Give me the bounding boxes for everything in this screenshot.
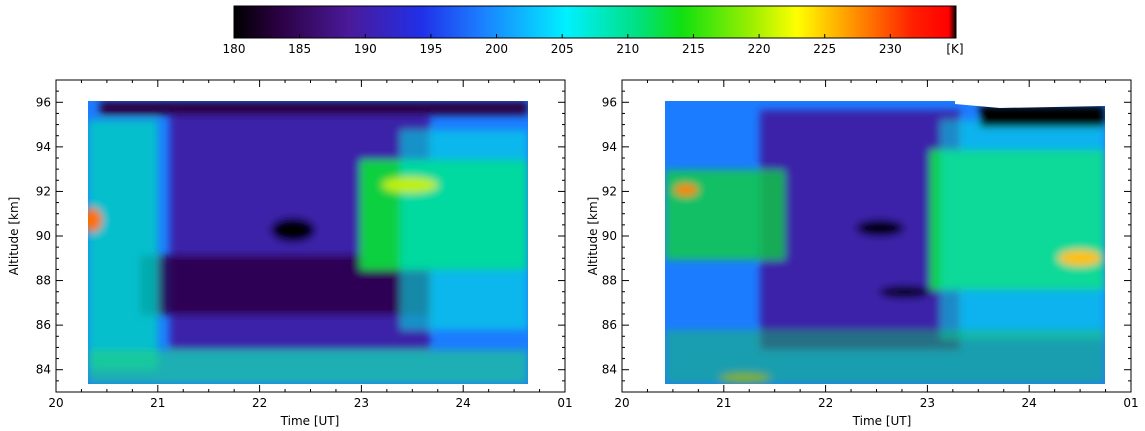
colorbar-tick-label: 215 [682,42,705,56]
region-yellow-left [382,177,438,193]
x-tick-label: 21 [150,396,165,410]
x-tick-label: 20 [48,396,63,410]
region-cyan-band-right [940,120,1105,340]
colorbar-tick-label: 210 [616,42,639,56]
x-axis-label-left: Time [UT] [280,414,340,428]
region-warm-spot-right [674,184,698,196]
colorbar-ticks: 180 185 190 195 200 205 210 215 220 225 230 [223,34,902,56]
y-axis-label-left: Altitude [km] [7,197,21,276]
x-tick-label: 22 [252,396,267,410]
colorbar: 180 185 190 195 200 205 210 215 220 225 230 [K] [223,5,964,56]
panel-left: 20 21 22 23 24 01 84 86 88 90 92 94 96 Time [UT] Alt… [7,79,573,428]
region-cold-core-left [271,218,315,242]
x-tick-label: 01 [557,396,572,410]
region-green-bottom-left [88,350,528,384]
y-tick-label: 94 [36,140,51,154]
panel-right: 20 21 22 23 24 01 84 86 88 90 92 94 96 Time [UT] Alt… [586,79,1139,428]
region-yellow-right [1058,250,1102,266]
colorbar-gradient [233,5,957,39]
y-tick-label: 88 [602,274,617,288]
axes-left: 20 21 22 23 24 01 84 86 88 90 92 94 96 [36,79,573,410]
colorbar-tick-label: 200 [485,42,508,56]
heatmap-field-right [665,101,1105,384]
region-warm-spot-left [88,208,102,232]
colorbar-tick-label: 205 [551,42,574,56]
y-tick-label: 86 [36,318,51,332]
x-tick-label: 24 [456,396,471,410]
region-cold-top-left [100,101,528,115]
y-tick-label: 90 [36,229,51,243]
y-tick-label: 86 [602,318,617,332]
region-dark-spot-right [879,286,931,298]
colorbar-tick-label: 220 [748,42,771,56]
x-tick-label: 24 [1022,396,1037,410]
region-green-bottom-right [665,330,1105,384]
y-tick-label: 88 [36,274,51,288]
y-tick-label: 90 [602,229,617,243]
y-tick-label: 96 [36,95,51,109]
axes-right: 20 21 22 23 24 01 84 86 88 90 92 94 96 [602,79,1139,410]
colorbar-tick-label: 195 [419,42,442,56]
x-tick-label: 23 [354,396,369,410]
x-tick-label: 23 [920,396,935,410]
colorbar-tick-label: 225 [813,42,836,56]
region-cold-core-right [856,220,904,236]
y-axis-label-right: Altitude [km] [586,197,600,276]
heatmap-field-left [88,101,528,384]
colorbar-tick-label: 190 [354,42,377,56]
white-gap-right [955,101,1105,108]
region-green-mid-right [665,170,785,260]
x-tick-label: 21 [716,396,731,410]
y-tick-label: 96 [602,95,617,109]
y-tick-label: 92 [602,184,617,198]
x-axis-label-right: Time [UT] [852,414,912,428]
colorbar-tick-label: 180 [223,42,246,56]
y-tick-label: 94 [602,140,617,154]
colorbar-tick-label: 230 [879,42,902,56]
x-tick-label: 20 [614,396,629,410]
region-cold-top-right [980,105,1105,127]
y-tick-label: 84 [602,363,617,377]
colorbar-unit-label: [K] [946,42,963,56]
region-cyan-edge-left [88,120,158,370]
y-tick-label: 84 [36,363,51,377]
x-tick-label: 01 [1123,396,1138,410]
y-tick-label: 92 [36,184,51,198]
region-cyan-band-left [400,130,528,330]
x-tick-label: 22 [818,396,833,410]
colorbar-tick-label: 185 [288,42,311,56]
